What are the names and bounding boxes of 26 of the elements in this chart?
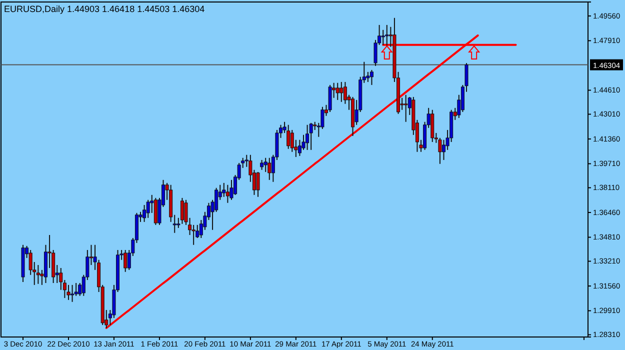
candlestick [142,204,146,222]
chart-title: EURUSD,Daily 1.44903 1.46418 1.44503 1.46304 [4,4,205,14]
candlestick [385,24,389,48]
candlestick [146,199,150,218]
candlestick [381,29,385,46]
candlestick [66,284,70,300]
candlestick [70,284,74,302]
candlestick [298,139,302,156]
candlestick [336,82,340,100]
candlestick [268,157,272,180]
candlestick [230,179,234,200]
candlestick [36,264,40,284]
candlestick [260,159,264,170]
candlestick [286,124,290,150]
candlestick [370,69,374,86]
candlestick [226,184,230,204]
candlestick [404,94,408,122]
candlestick [306,124,310,150]
candlestick [438,137,442,164]
candlestick [154,197,158,226]
candlestick [180,197,184,224]
candlestick [124,249,128,272]
candlestick [256,171,260,198]
candlestick [309,122,313,150]
candlestick [328,84,332,112]
candlestick [340,81,344,102]
